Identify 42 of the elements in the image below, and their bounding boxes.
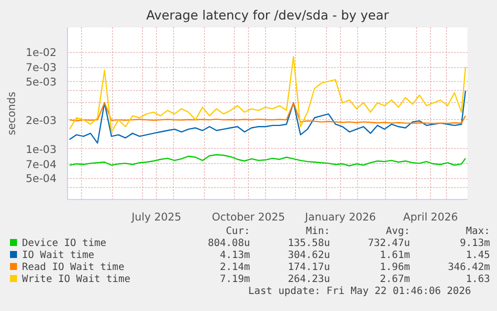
line-series (68, 102, 466, 124)
x-tick-label: July 2025 (130, 210, 182, 224)
line-series (68, 56, 466, 132)
x-tick-label: January 2026 (304, 210, 376, 224)
legend-label: Device IO time (21, 238, 108, 250)
text: Cur: (224, 226, 250, 238)
legend-label: IO Wait time (21, 250, 96, 262)
text: 1.61m (378, 250, 410, 262)
text: 346.42m (446, 262, 490, 274)
y-axis-title: seconds (4, 91, 18, 136)
x-tick-label: October 2025 (212, 210, 286, 224)
legend-label: Write IO Wait time (21, 274, 132, 286)
text: Max: (464, 226, 490, 238)
y-tick-label: 1e-03 (26, 142, 57, 156)
text: 4.13m (218, 250, 250, 262)
text: 174.17u (286, 262, 330, 274)
text: 804.08u (206, 238, 250, 250)
text: 1.96m (378, 262, 410, 274)
text: 7.19m (218, 274, 250, 286)
legend-label: Read IO Wait time (21, 262, 126, 274)
text: 1.63 (464, 274, 490, 286)
text: 264.23u (286, 274, 330, 286)
text: Min: (304, 226, 330, 238)
y-tick-label: 1e-02 (26, 46, 57, 60)
text: 135.58u (286, 238, 330, 250)
y-tick-label: 5e-04 (26, 172, 57, 186)
text: 304.62u (286, 250, 330, 262)
y-tick-label: 2e-03 (26, 114, 57, 127)
y-tick-label: 7e-03 (26, 61, 57, 74)
text: 732.47u (366, 238, 410, 250)
line-series (68, 154, 466, 166)
y-tick-label: 7e-04 (26, 158, 57, 171)
text: 2.67m (378, 274, 410, 286)
line-series (68, 90, 466, 144)
text: Avg: (384, 226, 410, 238)
text: 1.45 (464, 250, 490, 262)
y-tick-label: 5e-03 (26, 75, 57, 88)
text: 2.14m (218, 262, 250, 274)
text: 9.13m (458, 238, 490, 250)
x-tick-label: April 2026 (403, 210, 458, 224)
chart-title: Average latency for /dev/sda - by year (146, 8, 390, 22)
text: Last update: Fri May 22 01:46:06 2026 (247, 286, 472, 298)
